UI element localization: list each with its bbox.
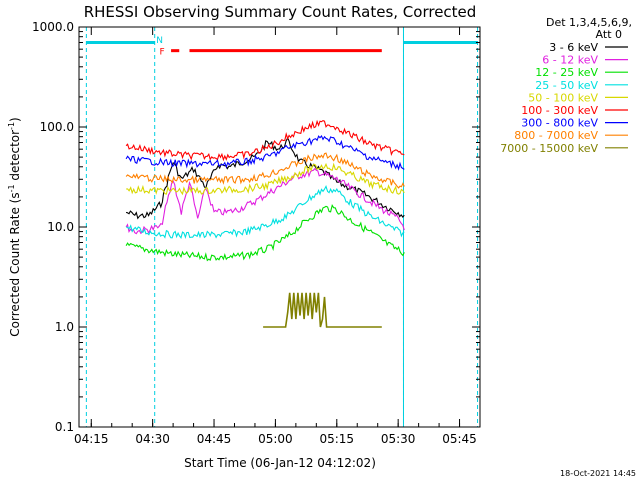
legend-label-2: 12 - 25 keV [535, 66, 598, 79]
x-tick-label-6: 05:45 [442, 432, 477, 446]
legend-label-4: 50 - 100 keV [528, 91, 598, 104]
series-25-50-kev [125, 184, 405, 240]
x-tick-label-5: 05:30 [381, 432, 416, 446]
chart-title: RHESSI Observing Summary Count Rates, Co… [84, 3, 477, 21]
footer-timestamp: 18-Oct-2021 14:45 [560, 469, 636, 478]
y-axis-label: Corrected Count Rate (s-1 detector-1) [7, 117, 22, 336]
series-100-300-kev [125, 119, 405, 162]
series-300-800-kev [125, 134, 405, 171]
y-tick-label-2: 10.0 [47, 220, 74, 234]
y-axis-label-end: ) [8, 117, 22, 122]
y-tick-label-1: 1.0 [55, 320, 74, 334]
series-50-100-kev [126, 162, 405, 196]
x-tick-label-3: 05:00 [258, 432, 293, 446]
legend-label-3: 25 - 50 keV [535, 79, 598, 92]
x-tick-label-1: 04:30 [135, 432, 170, 446]
y-tick-label-3: 100.0 [40, 120, 74, 134]
y-tick-label-4: 1000.0 [32, 20, 74, 34]
series-800-7000-kev [125, 152, 405, 189]
series-7000-15000-kev [263, 292, 382, 328]
x-axis-label: Start Time (06-Jan-12 04:12:02) [184, 456, 376, 470]
annotation-n: N [156, 36, 163, 46]
y-axis-label-sup-2: -1 [7, 122, 16, 130]
annotation-f: F [159, 48, 164, 58]
legend-label-0: 3 - 6 keV [549, 41, 598, 54]
legend-label-7: 800 - 7000 keV [514, 129, 598, 142]
y-axis-label-middle: detector [8, 130, 22, 185]
legend-label-8: 7000 - 15000 keV [500, 142, 598, 155]
y-tick-label-0: 0.1 [55, 420, 74, 434]
x-tick-label-4: 05:15 [319, 432, 354, 446]
legend-label-5: 100 - 300 keV [521, 104, 598, 117]
x-tick-label-2: 04:45 [197, 432, 232, 446]
legend-label-1: 6 - 12 keV [542, 54, 598, 67]
y-axis-label-sup-1: -1 [7, 184, 16, 192]
legend-header-line-1: Det 1,3,4,5,6,9, [546, 16, 632, 29]
x-tick-label-0: 04:15 [74, 432, 109, 446]
legend-header-line-2: Att 0 [596, 28, 622, 41]
series-12-25-kev [125, 204, 405, 262]
legend-label-6: 300 - 800 keV [521, 117, 598, 130]
